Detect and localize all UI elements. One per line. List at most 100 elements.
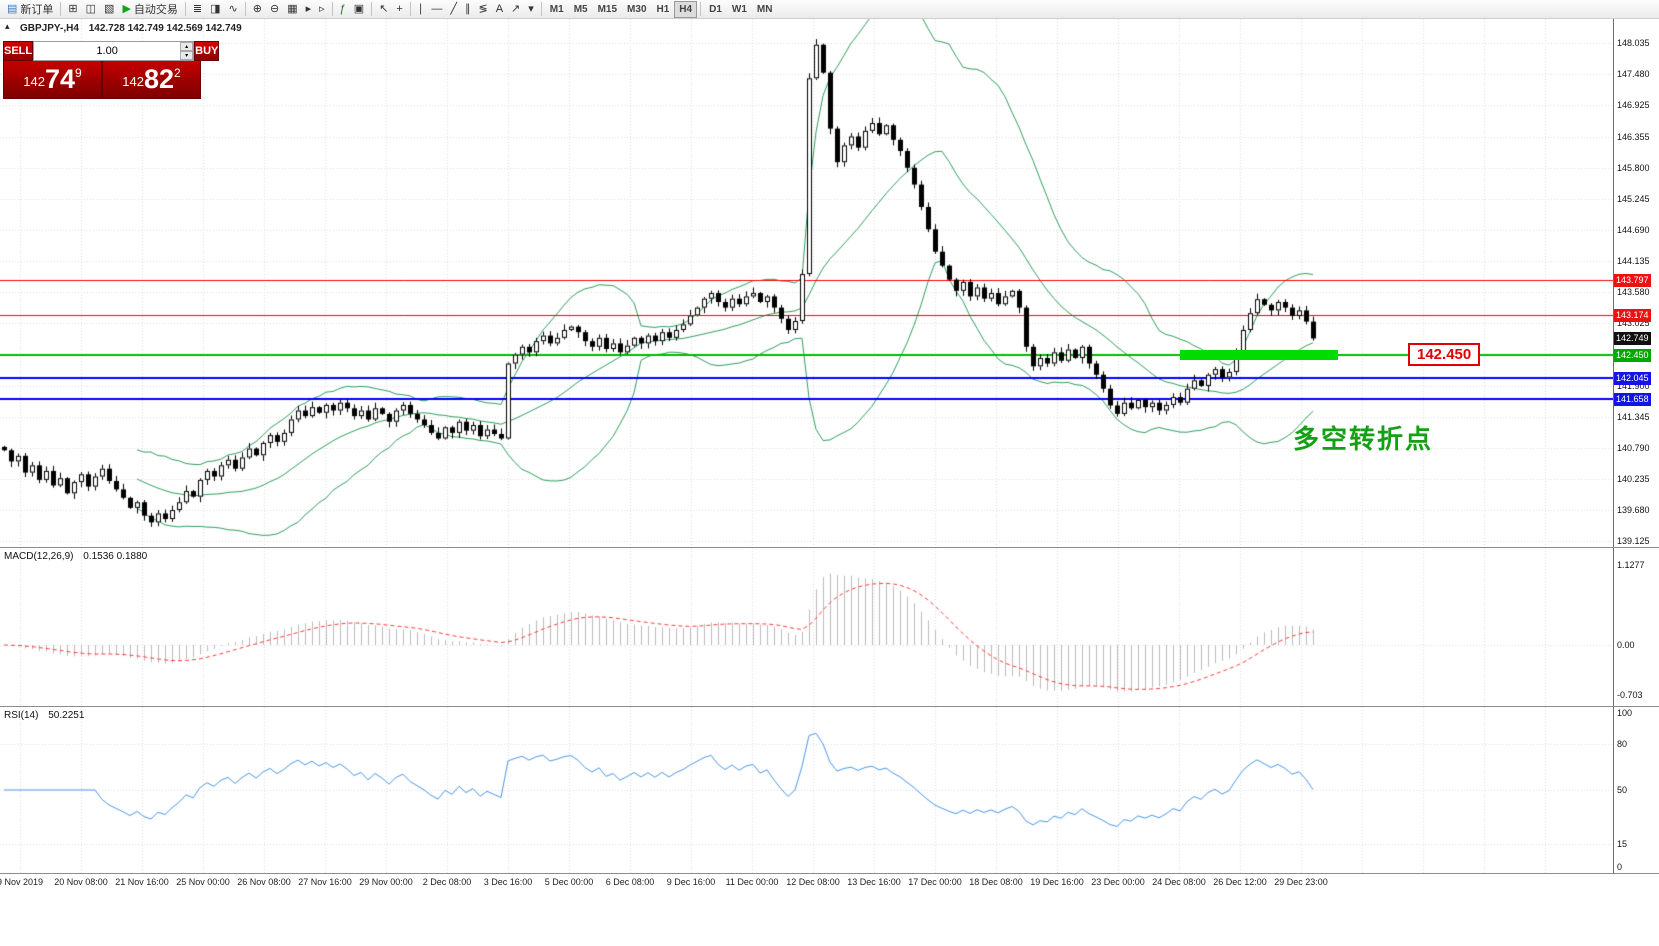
autotrading-button[interactable]: ▶ 自动交易 bbox=[118, 1, 181, 18]
indicators-icon[interactable]: ƒ bbox=[336, 1, 350, 18]
macd-canvas[interactable] bbox=[0, 548, 1613, 706]
line-chart-icon[interactable]: ∿ bbox=[225, 1, 242, 18]
vertical-line-icon[interactable]: ∣ bbox=[414, 1, 428, 18]
sell-price-small: 142 bbox=[23, 74, 45, 89]
timeframe-m30-label: M30 bbox=[627, 3, 647, 15]
time-label: 17 Dec 00:00 bbox=[908, 877, 962, 887]
data-window-icon[interactable]: ◫ bbox=[82, 1, 100, 18]
horizontal-line-icon-glyph: ― bbox=[431, 2, 443, 15]
shapes-icon[interactable]: ▾ bbox=[524, 1, 538, 18]
channel-icon[interactable]: ∥ bbox=[461, 1, 475, 18]
text-icon-glyph: A bbox=[495, 2, 504, 15]
axis-label: 140.790 bbox=[1617, 443, 1650, 453]
toolbar: ▤ 新订单 ⊞ ◫ ▧ ▶ 自动交易 ≣ ◨ ∿ ⊕ ⊖ ▦ ▸ ▹ ƒ ▣ ↖ + ∣ ― ╱ ∥ ≶ A ↗ ▾ M1 M5 M15 M… bbox=[0, 0, 1659, 19]
zoom-in-icon[interactable]: ⊕ bbox=[249, 1, 266, 18]
axis-label: 148.035 bbox=[1617, 37, 1650, 48]
macd-name: MACD(12,26,9) bbox=[4, 551, 74, 562]
panel-splitter[interactable] bbox=[0, 873, 1659, 874]
rsi-name: RSI(14) bbox=[4, 710, 39, 721]
timeframe-mn-label: MN bbox=[756, 3, 773, 15]
support-zone-highlight[interactable] bbox=[1180, 350, 1338, 361]
sell-button[interactable]: SELL bbox=[3, 41, 34, 61]
time-label: 21 Nov 16:00 bbox=[115, 877, 169, 887]
trade-prices-row: 142 74 9 142 82 2 bbox=[3, 61, 201, 99]
arrows-icon[interactable]: ↗ bbox=[507, 1, 524, 18]
candlestick-chart-icon[interactable]: ◨ bbox=[206, 1, 224, 18]
timeframe-h4[interactable]: H4 bbox=[674, 0, 698, 18]
volume-input[interactable] bbox=[34, 42, 181, 60]
buy-price[interactable]: 142 82 2 bbox=[102, 61, 201, 99]
chart-title: GBPJPY-,H4 142.728 142.749 142.569 142.7… bbox=[20, 23, 242, 34]
axis-label: 144.690 bbox=[1617, 224, 1650, 235]
volume-down-button[interactable]: ▾ bbox=[180, 51, 194, 60]
sell-price[interactable]: 142 74 9 bbox=[3, 61, 102, 99]
annotation-text[interactable]: 多空转折点 bbox=[1293, 424, 1434, 454]
channel-icon-glyph: ∥ bbox=[464, 2, 471, 15]
level-price-label[interactable]: 142.450 bbox=[1408, 343, 1481, 367]
axis-label: 147.480 bbox=[1617, 68, 1650, 79]
axis-label: 145.800 bbox=[1617, 162, 1650, 173]
zoom-out-icon[interactable]: ⊖ bbox=[266, 1, 283, 18]
price-badge: 142.749 bbox=[1614, 332, 1651, 346]
autotrading-button-label: 自动交易 bbox=[133, 4, 178, 16]
timeframe-mn[interactable]: MN bbox=[752, 1, 778, 18]
new-order-button-label: 新订单 bbox=[20, 4, 54, 16]
new-order-button[interactable]: ▤ 新订单 bbox=[3, 1, 57, 18]
auto-scroll-icon[interactable]: ▸ bbox=[302, 1, 316, 18]
text-icon[interactable]: A bbox=[492, 1, 507, 18]
time-label: 11 Dec 00:00 bbox=[725, 877, 779, 887]
horizontal-line-icon[interactable]: ― bbox=[427, 1, 446, 18]
trade-controls-row: SELL ▴ ▾ BUY bbox=[3, 41, 220, 61]
navigator-icon[interactable]: ▧ bbox=[100, 1, 118, 18]
buy-button[interactable]: BUY bbox=[194, 41, 220, 61]
timeframe-w1[interactable]: W1 bbox=[727, 1, 752, 18]
chart-shift-icon[interactable]: ▹ bbox=[315, 1, 329, 18]
price-badge: 143.797 bbox=[1614, 273, 1651, 287]
price-badge: 143.174 bbox=[1614, 308, 1651, 322]
trendline-icon[interactable]: ╱ bbox=[446, 1, 461, 18]
collapse-arrow-icon: ▴ bbox=[5, 21, 10, 31]
tile-windows-icon[interactable]: ▦ bbox=[283, 1, 301, 18]
market-watch-icon[interactable]: ⊞ bbox=[64, 1, 81, 18]
timeframe-m5[interactable]: M5 bbox=[569, 1, 593, 18]
crosshair-icon-glyph: + bbox=[396, 2, 403, 15]
sell-price-big: 74 bbox=[44, 64, 76, 94]
timeframe-h1[interactable]: H1 bbox=[652, 1, 675, 18]
auto-scroll-icon-glyph: ▸ bbox=[305, 2, 312, 15]
price-badge: 142.450 bbox=[1614, 349, 1651, 363]
templates-icon[interactable]: ▣ bbox=[350, 1, 368, 18]
volume-up-button[interactable]: ▴ bbox=[180, 42, 194, 51]
main-chart-panel: ▴ GBPJPY-,H4 142.728 142.749 142.569 142… bbox=[0, 19, 1659, 547]
panel-splitter[interactable] bbox=[0, 547, 1659, 548]
rsi-canvas[interactable] bbox=[0, 707, 1613, 873]
bar-chart-icon[interactable]: ≣ bbox=[189, 1, 206, 18]
chart-symbol-period: GBPJPY-,H4 bbox=[20, 23, 79, 34]
time-label: 2 Dec 08:00 bbox=[422, 877, 472, 887]
shapes-icon-glyph: ▾ bbox=[528, 2, 534, 15]
axis-label: 0 bbox=[1617, 862, 1623, 872]
trade-panel-toggle[interactable]: ▴ bbox=[5, 21, 10, 32]
timeframe-m15[interactable]: M15 bbox=[593, 1, 622, 18]
one-click-trading-panel: SELL ▴ ▾ BUY 142 74 9 142 bbox=[3, 41, 220, 99]
timeframe-h1-label: H1 bbox=[656, 3, 670, 15]
toolbar-separator bbox=[700, 2, 702, 16]
time-label: 20 Nov 08:00 bbox=[54, 877, 108, 887]
panel-splitter[interactable] bbox=[0, 706, 1659, 707]
toolbar-separator bbox=[409, 2, 411, 16]
chart-ohlc-values: 142.728 142.749 142.569 142.749 bbox=[88, 23, 242, 34]
volume-stepper: ▴ ▾ bbox=[180, 42, 194, 60]
timeframe-m1[interactable]: M1 bbox=[545, 1, 569, 18]
crosshair-icon[interactable]: + bbox=[392, 1, 406, 18]
chevron-down-icon: ▾ bbox=[185, 52, 189, 59]
fibonacci-icon-glyph: ≶ bbox=[478, 2, 488, 15]
axis-label: 139.125 bbox=[1617, 536, 1650, 547]
fibonacci-icon[interactable]: ≶ bbox=[474, 1, 491, 18]
timeframe-m30[interactable]: M30 bbox=[622, 1, 651, 18]
axis-label: 143.025 bbox=[1617, 317, 1650, 328]
main-chart-canvas[interactable] bbox=[0, 19, 1613, 547]
timeframe-d1[interactable]: D1 bbox=[704, 1, 727, 18]
time-axis: 9 Nov 2019 20 Nov 08:00 21 Nov 16:00 25 Nov… bbox=[0, 874, 1659, 891]
cursor-icon[interactable]: ↖ bbox=[375, 1, 392, 18]
time-label: 9 Dec 16:00 bbox=[666, 877, 716, 887]
buy-price-small: 142 bbox=[122, 74, 144, 89]
